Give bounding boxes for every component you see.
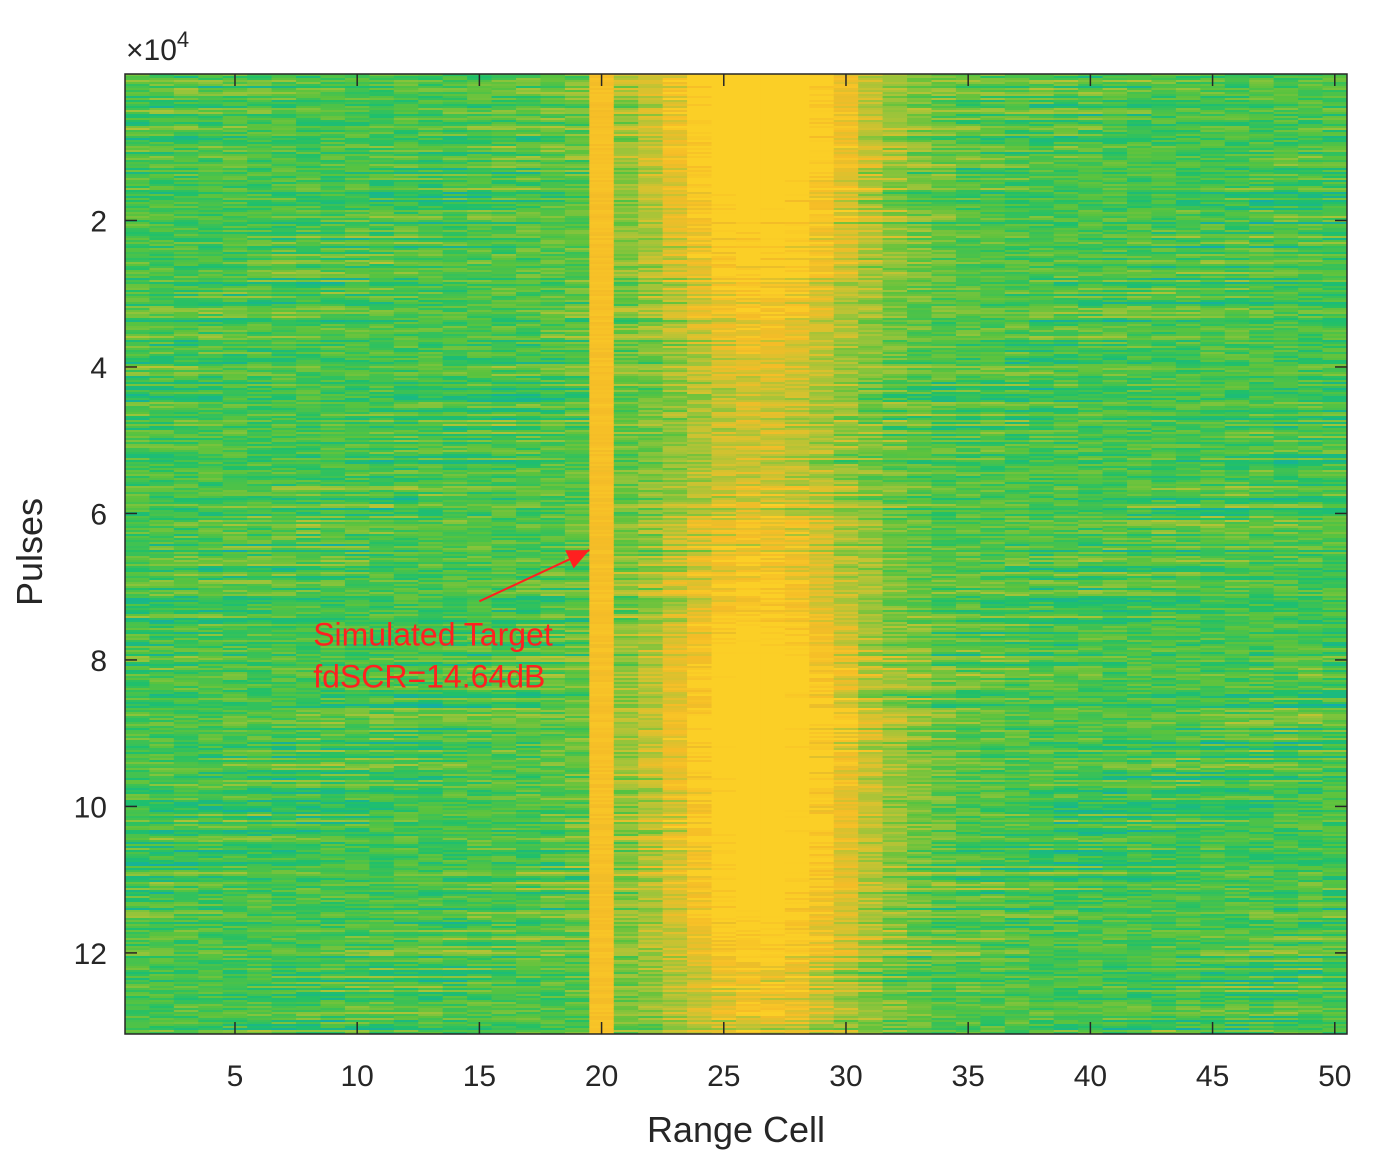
heatmap-cells [125, 74, 1348, 1035]
